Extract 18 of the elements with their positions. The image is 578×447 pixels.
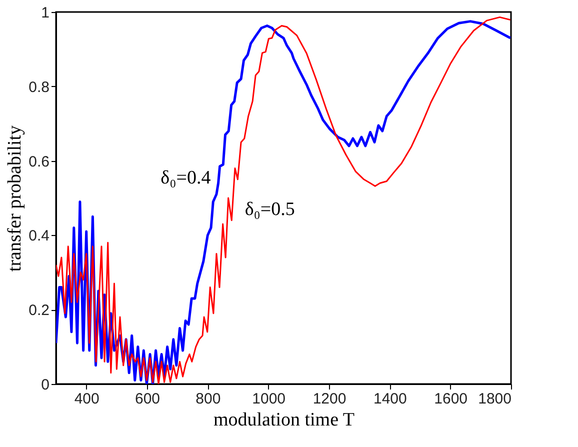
y-tick-label: 0.2 (28, 302, 50, 320)
y-axis-title: transfer probability (4, 124, 26, 272)
y-tick-label: 0.6 (28, 153, 50, 170)
annotation: δ₀=0.5 (244, 199, 295, 220)
y-tick-label: 0 (41, 376, 50, 394)
x-tick-label: 1000 (252, 390, 286, 408)
x-tick-label: 1800 (478, 390, 512, 408)
x-tick-label: 800 (196, 390, 221, 408)
x-tick-label: 1600 (434, 390, 468, 408)
x-tick-label: 400 (74, 390, 100, 408)
y-tick-label: 0.8 (28, 78, 50, 96)
y-tick-label: 1 (41, 4, 50, 22)
annotation: δ₀=0.4 (160, 168, 212, 189)
x-axis-title: modulation time T (213, 410, 355, 430)
x-tick-label: 1400 (373, 390, 407, 408)
x-tick-label: 600 (134, 390, 160, 408)
x-tick-label: 1200 (312, 390, 346, 408)
y-tick-label: 0.4 (28, 228, 50, 245)
